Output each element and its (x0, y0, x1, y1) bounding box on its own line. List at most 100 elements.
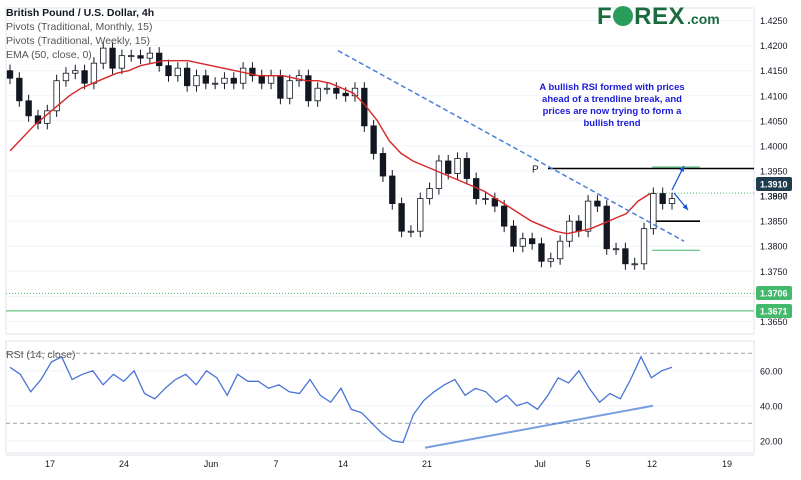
x-tick-label: 24 (119, 459, 129, 469)
candle-up (668, 198, 676, 204)
candle-up (146, 52, 154, 59)
logo-globe-icon (613, 6, 634, 26)
logo-suffix: .com (687, 11, 720, 27)
candle-up (118, 55, 126, 69)
analysis-annotation: A bullish RSI formed with prices ahead o… (539, 82, 685, 129)
price-badges: 1.3910 1.3897 1.3706 1.3671 (756, 177, 792, 318)
price-axis: 1.36501.37001.37501.38001.38501.39001.39… (756, 16, 792, 327)
logo-text-left: F (597, 3, 613, 30)
candle-down (6, 70, 14, 79)
price-badge-box (756, 304, 792, 318)
candle-up (267, 75, 275, 84)
rsi-legend: RSI (14, close) (6, 349, 76, 361)
candle-down (81, 70, 88, 84)
candle-up (314, 87, 321, 102)
candle-up (519, 238, 526, 247)
candle-up (566, 220, 573, 242)
candle-down (156, 52, 163, 67)
candle-up (286, 80, 293, 99)
rsi-bullish-support-line (424, 404, 654, 449)
candle-down (659, 193, 666, 204)
x-tick-label: 17 (45, 459, 55, 469)
price-gridlines (6, 20, 754, 322)
candle-down (528, 238, 536, 245)
candle-up (650, 193, 657, 230)
candle-up (556, 240, 564, 260)
candle-up (221, 77, 228, 84)
price-tick-label: 1.4100 (760, 91, 788, 101)
rsi-tick-label: 20.00 (760, 436, 783, 446)
rsi-line (9, 355, 673, 444)
candle-down (230, 77, 237, 84)
candle-down (16, 77, 23, 102)
legend-ema: EMA (50, close, 0) (6, 49, 92, 61)
rsi-pane: 20.00 40.00 60.00 (5, 340, 783, 454)
candle-up (100, 47, 107, 64)
candle-up (72, 70, 79, 74)
price-tick-label: 1.3900 (760, 192, 788, 202)
price-tick-label: 1.4200 (760, 41, 788, 51)
candle-down (109, 47, 116, 69)
ema-line (9, 60, 651, 235)
candle-down (445, 160, 452, 174)
price-badge-box (756, 286, 792, 300)
price-tick-label: 1.3850 (760, 217, 788, 227)
candle-down (342, 92, 349, 97)
candle-down (277, 75, 284, 99)
candle-up (547, 258, 554, 262)
candle-down (258, 75, 265, 84)
candle-up (239, 67, 247, 84)
candle-up (53, 80, 60, 112)
x-tick-label: 21 (422, 459, 432, 469)
candle-down (379, 153, 387, 177)
rsi-tick-label: 40.00 (760, 401, 783, 411)
price-tick-label: 1.3950 (760, 167, 788, 177)
price-badge-label: 1.3910 (760, 180, 788, 190)
candle-down (575, 220, 582, 232)
price-tick-label: 1.4250 (760, 16, 788, 26)
rsi-tick-labels: 20.00 40.00 60.00 (760, 366, 783, 446)
chart-legend: British Pound / U.S. Dollar, 4h Pivots (… (6, 6, 154, 62)
candle-up (426, 188, 433, 199)
candle-up (193, 75, 200, 87)
arrow-head (682, 204, 688, 210)
candle-up (407, 230, 415, 233)
x-tick-label: Jul (534, 459, 546, 469)
candle-down (501, 205, 508, 227)
rsi-reference-lines (6, 352, 754, 442)
candle-down (25, 100, 32, 117)
price-tick-label: 1.3800 (760, 242, 788, 252)
price-tick-label: 1.4050 (760, 116, 788, 126)
candle-up (174, 67, 181, 77)
candle-down (463, 158, 471, 179)
price-tick-labels: 1.36501.37001.37501.38001.38501.39001.39… (760, 16, 788, 327)
candle-down (183, 67, 191, 87)
candle-up (323, 87, 331, 90)
legend-weekly-pivots: Pivots (Traditional, Weekly, 15) (6, 35, 150, 47)
arrow-head (679, 166, 684, 172)
candle-down (510, 225, 517, 247)
candle-down (249, 67, 256, 77)
pivot-p-label: P (532, 164, 539, 175)
price-badge-label: 1.3706 (760, 289, 788, 299)
candle-down (603, 205, 610, 250)
price-tick-label: 1.4150 (760, 66, 788, 76)
projection-arrows (671, 165, 689, 211)
candle-down (594, 200, 601, 207)
price-badge-box (756, 177, 792, 191)
x-tick-label: Jun (204, 459, 219, 469)
candle-up (90, 62, 98, 84)
candle-down (305, 75, 312, 102)
price-tick-label: 1.3750 (760, 267, 788, 277)
candle-up (631, 263, 638, 266)
price-tick-label: 1.4000 (760, 141, 788, 151)
candle-down (137, 55, 144, 59)
price-badge-label: 1.3671 (760, 307, 788, 317)
x-tick-label: 5 (585, 459, 590, 469)
x-tick-label: 12 (647, 459, 657, 469)
candle-down (370, 125, 377, 154)
candle-down (333, 87, 340, 94)
candle-up (584, 200, 592, 232)
forex-logo: F REX .com (597, 3, 720, 31)
